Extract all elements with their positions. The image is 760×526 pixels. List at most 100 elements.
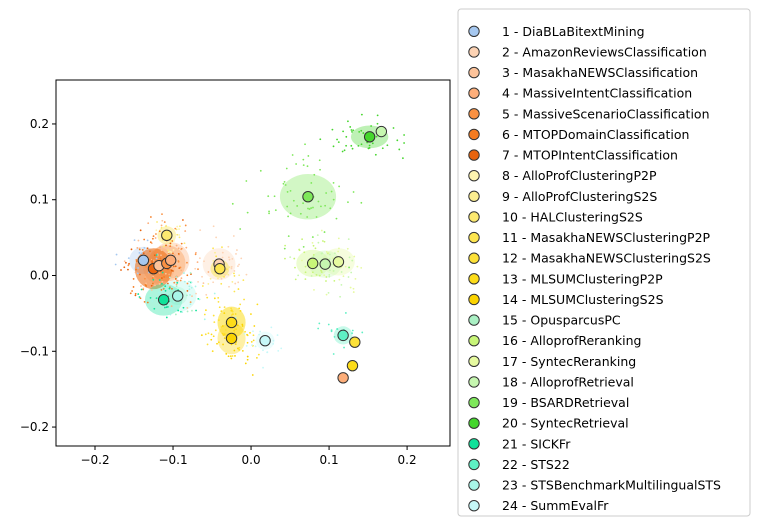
- centroid-marker-11: [225, 316, 238, 329]
- legend-label-18: 18 - AlloprofRetrieval: [502, 374, 634, 389]
- scatter-point-s19: [320, 205, 322, 208]
- scatter-point-s20: [392, 127, 395, 129]
- legend-label-11: 11 - MasakhaNEWSClusteringP2P: [502, 230, 711, 245]
- scatter-point-s20: [360, 143, 363, 146]
- scatter-point-s2: [220, 277, 223, 280]
- scatter-point-s4: [185, 246, 188, 249]
- scatter-point-s16: [304, 265, 307, 268]
- legend-label-16: 16 - AlloprofReranking: [502, 333, 641, 348]
- legend-label-13: 13 - MLSUMClusteringP2P: [502, 271, 663, 286]
- scatter-point-s19: [292, 199, 295, 202]
- scatter-point-s7: [139, 229, 142, 232]
- scatter-point-s21: [149, 296, 152, 299]
- legend-marker-15: [468, 314, 480, 326]
- scatter-point-s23: [165, 283, 168, 286]
- scatter-point-s6: [158, 230, 161, 233]
- scatter-point-s15: [175, 285, 178, 288]
- centroid-marker-17: [332, 256, 345, 268]
- scatter-point-s16: [314, 247, 317, 250]
- scatter-point-s6: [145, 285, 148, 287]
- scatter-point-s22: [351, 332, 354, 335]
- scatter-point-s14: [216, 342, 218, 345]
- scatter-point-s19: [347, 201, 349, 204]
- scatter-point-s13: [250, 313, 252, 315]
- legend-label-4: 4 - MassiveIntentClassification: [502, 86, 692, 101]
- scatter-point-s14: [221, 325, 224, 327]
- scatter-point-s2: [198, 257, 201, 260]
- scatter-point-s2: [221, 256, 224, 259]
- scatter-point-s24: [262, 366, 264, 369]
- scatter-point-s10: [167, 249, 170, 252]
- scatter-point-s13: [233, 329, 236, 332]
- scatter-point-s10: [175, 228, 178, 231]
- scatter-point-s20: [376, 114, 379, 117]
- scatter-point-s4: [207, 271, 210, 273]
- scatter-point-s6: [160, 289, 163, 291]
- scatter-point-s7: [151, 260, 153, 262]
- scatter-point-s10: [176, 233, 179, 236]
- scatter-point-s11: [221, 246, 223, 249]
- scatter-point-s4: [160, 224, 163, 227]
- scatter-point-s20: [332, 145, 335, 148]
- scatter-point-s19: [306, 216, 309, 218]
- centroid-markers: [137, 125, 388, 384]
- scatter-point-s22: [332, 353, 335, 355]
- scatter-point-s17: [325, 293, 328, 296]
- scatter-point-s16: [320, 271, 323, 274]
- scatter-point-s18: [330, 263, 333, 266]
- scatter-point-s14: [244, 362, 247, 365]
- scatter-point-s7: [177, 252, 180, 255]
- scatter-point-s18: [351, 259, 354, 262]
- scatter-point-s21: [176, 281, 179, 284]
- scatter-point-s19: [318, 159, 321, 162]
- centroid-marker-15: [306, 257, 319, 270]
- legend-marker-9: [468, 190, 480, 203]
- scatter-point-s4: [154, 237, 157, 239]
- scatter-point-s6: [163, 276, 165, 278]
- scatter-point-s13: [205, 309, 207, 312]
- y-tick-label: 0.1: [30, 193, 49, 207]
- scatter-point-s7: [174, 265, 177, 268]
- scatter-point-s19: [289, 189, 292, 192]
- scatter-point-s20: [403, 142, 405, 144]
- scatter-point-s20: [376, 122, 379, 125]
- scatter-point-s22: [361, 331, 364, 334]
- scatter-point-s8: [172, 249, 175, 251]
- scatter-point-s16: [284, 257, 286, 260]
- scatter-point-s14: [233, 349, 236, 352]
- scatter-point-s3: [170, 267, 173, 270]
- x-tick-label: 0.2: [398, 453, 417, 467]
- scatter-point-s16: [315, 274, 318, 276]
- scatter-point-s23: [173, 300, 175, 303]
- scatter-point-s10: [183, 242, 186, 245]
- scatter-point-s14: [210, 338, 213, 341]
- scatter-point-s19: [274, 209, 277, 212]
- scatter-point-s4: [177, 247, 180, 250]
- scatter-point-s13: [211, 350, 214, 353]
- scatter-point-s12: [224, 329, 227, 331]
- scatter-point-s16: [318, 274, 321, 277]
- scatter-point-s6: [146, 301, 149, 304]
- scatter-point-s20: [331, 128, 334, 131]
- scatter-point-s24: [262, 349, 264, 352]
- centroid-marker-6: [161, 229, 173, 242]
- scatter-point-s2: [238, 263, 240, 266]
- scatter-point-s2: [232, 235, 235, 237]
- scatter-point-s21: [164, 289, 167, 292]
- scatter-point-s13: [250, 341, 253, 343]
- scatter-point-s18: [347, 238, 350, 241]
- scatter-point-s2: [203, 260, 205, 263]
- legend-marker-13: [468, 273, 480, 285]
- scatter-point-s2: [236, 249, 238, 251]
- scatter-point-s17: [325, 251, 328, 253]
- scatter-point-s12: [220, 326, 223, 328]
- scatter-point-s18: [340, 283, 343, 286]
- scatter-point-s23: [168, 276, 171, 279]
- scatter-point-s20: [360, 113, 363, 116]
- scatter-point-s21: [137, 293, 140, 295]
- scatter-point-s3: [140, 285, 142, 287]
- legend-label-17: 17 - SyntecReranking: [502, 354, 636, 369]
- scatter-point-s13: [220, 310, 223, 313]
- scatter-point-s22: [333, 335, 336, 338]
- scatter-point-s20: [349, 126, 352, 128]
